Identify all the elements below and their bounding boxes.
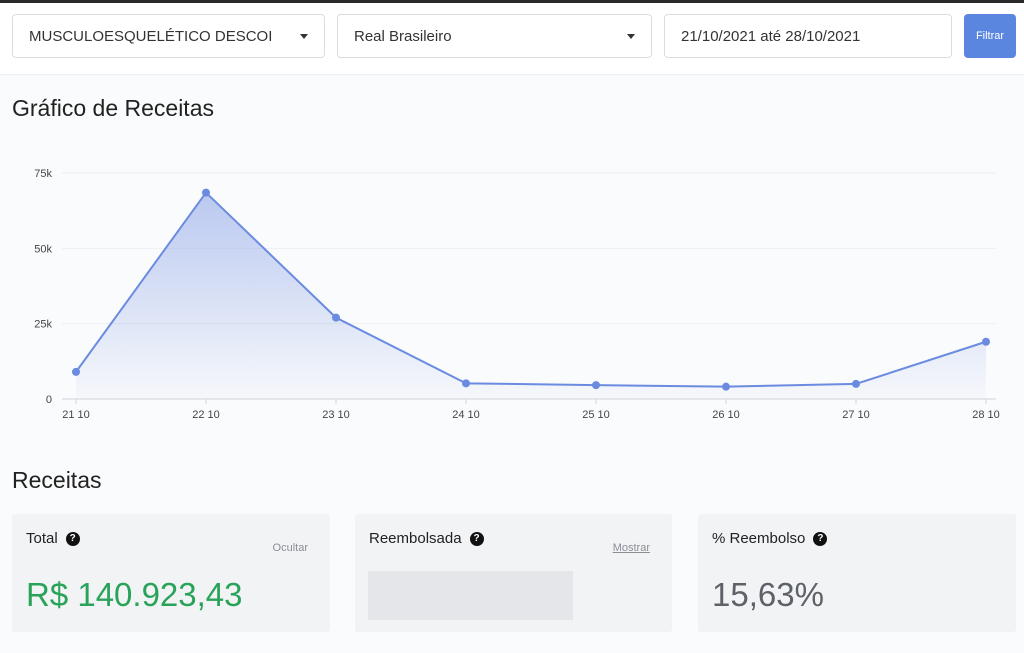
total-value: R$ 140.923,43 [26, 576, 243, 613]
data-point [592, 381, 600, 390]
x-tick-label: 24 10 [452, 409, 480, 421]
x-tick-label: 22 10 [192, 409, 220, 421]
x-tick-label: 25 10 [582, 409, 610, 421]
chart-section-title: Gráfico de Receitas [12, 95, 214, 121]
data-point [462, 379, 470, 388]
x-tick-label: 28 10 [972, 409, 1000, 421]
date-range-input[interactable] [664, 14, 952, 58]
question-circle-icon[interactable]: ? [813, 531, 828, 546]
series-line [75, 191, 987, 388]
product-select[interactable]: MUSCULOESQUELÉTICO DESCOI [12, 14, 325, 58]
question-circle-icon[interactable]: ? [65, 531, 80, 546]
data-point [72, 367, 80, 376]
filter-button[interactable]: Filtrar [964, 14, 1016, 58]
x-tick-label: 23 10 [322, 409, 350, 421]
caret-down-icon [300, 33, 308, 39]
question-circle-icon[interactable]: ? [469, 531, 484, 546]
y-tick-label: 0 [46, 394, 52, 406]
data-point [332, 313, 340, 322]
currency-select[interactable]: Real Brasileiro [337, 14, 652, 58]
total-card: Total ? Ocultar R$ 140.923,43 [12, 514, 330, 632]
refund-pct-label-row: % Reembolso ? [712, 530, 828, 547]
series-area [76, 192, 986, 399]
x-tick-label: 21 10 [62, 409, 90, 421]
revenue-chart: 0 25k 50k 75k 21 10 22 10 23 10 24 10 25 10 26 10… [34, 168, 1000, 421]
y-tick-label: 75k [34, 168, 52, 180]
refund-pct-label: % Reembolso [712, 530, 806, 547]
total-label: Total [26, 530, 58, 547]
y-tick-label: 25k [34, 319, 52, 331]
data-point [982, 337, 990, 346]
refund-percentage-card: % Reembolso ? 15,63% [698, 514, 1016, 632]
caret-down-icon [627, 33, 635, 39]
refunded-card: Reembolsada ? Mostrar [355, 514, 672, 632]
refunded-label-row: Reembolsada ? [369, 530, 484, 547]
y-tick-label: 50k [34, 243, 52, 255]
hide-total-link[interactable]: Ocultar [272, 542, 308, 554]
refunded-label: Reembolsada [369, 530, 462, 547]
data-point [722, 382, 730, 391]
x-tick-label: 27 10 [842, 409, 870, 421]
revenue-section-title: Receitas [12, 467, 102, 493]
show-refunded-link[interactable]: Mostrar [612, 542, 650, 554]
total-label-row: Total ? [26, 530, 80, 547]
window-top-bar [0, 0, 1024, 3]
currency-select-value: Real Brasileiro [354, 27, 452, 45]
data-point [852, 379, 860, 388]
product-select-value: MUSCULOESQUELÉTICO DESCOI [29, 27, 273, 45]
refund-pct-value: 15,63% [712, 576, 824, 613]
x-tick-label: 26 10 [712, 409, 740, 421]
hidden-value-placeholder [368, 571, 573, 620]
filter-bar: MUSCULOESQUELÉTICO DESCOI Real Brasileir… [0, 3, 1024, 75]
data-point [202, 188, 210, 197]
